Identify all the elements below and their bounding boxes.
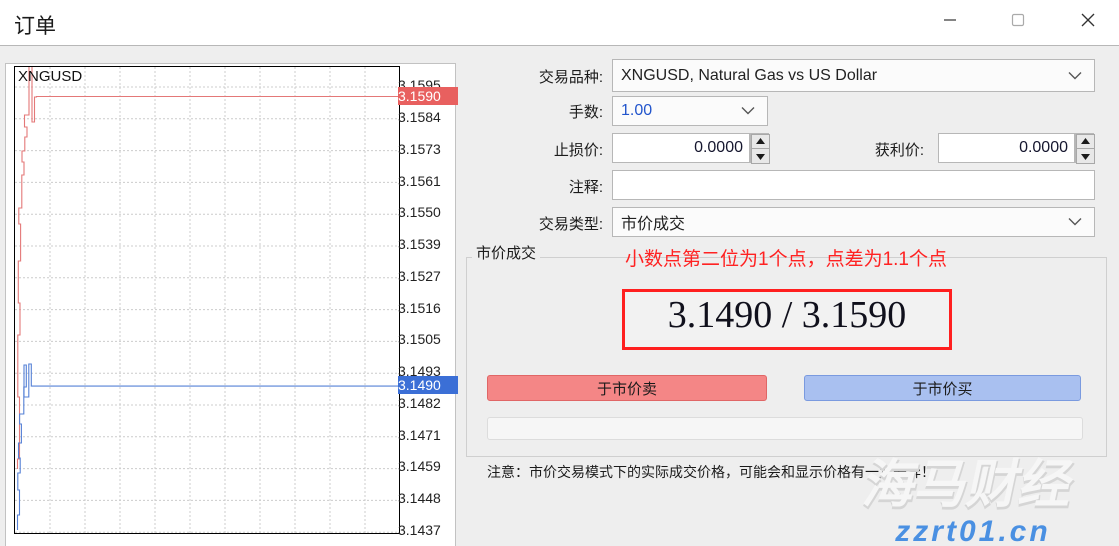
svg-text:zzrt01.cn: zzrt01.cn (894, 515, 1050, 546)
svg-text:海马财经: 海马财经 (859, 456, 1079, 514)
